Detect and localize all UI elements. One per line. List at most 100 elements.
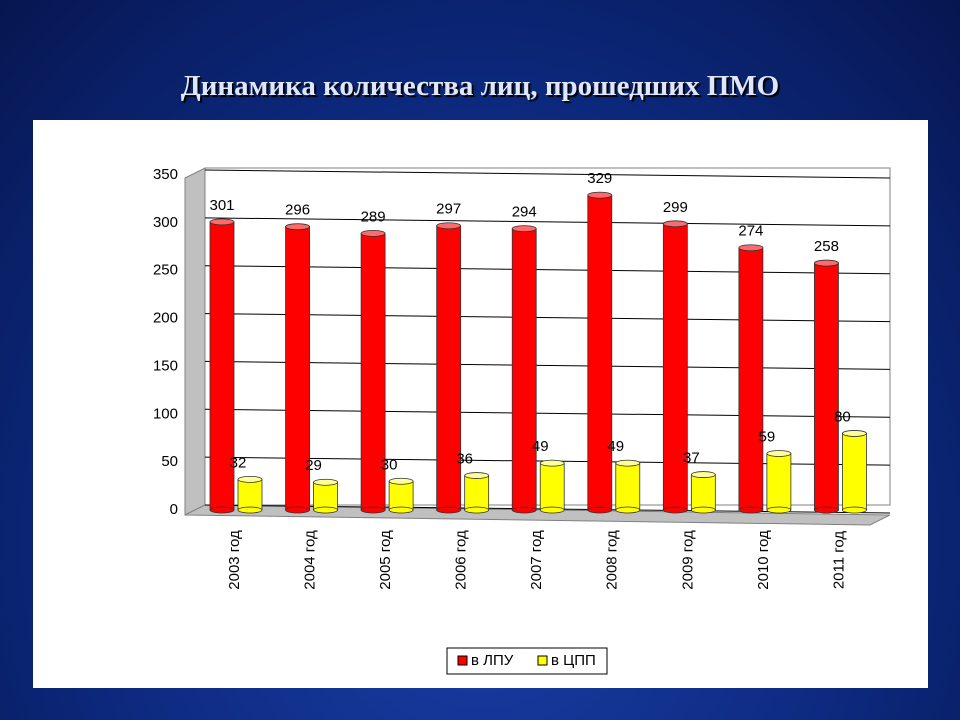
y-tick-label: 0 xyxy=(170,501,178,518)
bar-top xyxy=(539,459,565,467)
bar-bottom xyxy=(464,506,490,514)
data-label: 80 xyxy=(834,408,851,425)
x-tick-label: 2004 год xyxy=(302,530,319,590)
bar-top xyxy=(587,191,613,199)
bar-top xyxy=(360,229,386,237)
data-label: 29 xyxy=(305,457,322,474)
y-tick-label: 150 xyxy=(153,357,178,374)
bar xyxy=(738,247,764,511)
bar-bottom xyxy=(237,506,263,514)
legend-label: в ЦПП xyxy=(551,652,596,669)
bar-bottom xyxy=(209,506,235,514)
bar-bottom xyxy=(738,506,764,514)
bar-top xyxy=(209,218,235,226)
bar-bottom xyxy=(285,506,310,514)
bar xyxy=(237,478,263,511)
bar-bottom xyxy=(313,506,338,514)
grid-line xyxy=(204,313,891,323)
data-label: 297 xyxy=(436,201,461,218)
chart-title: Динамика количества лиц, прошедших ПМО xyxy=(180,70,780,102)
bar-bottom xyxy=(511,506,537,514)
bar xyxy=(360,232,386,511)
grid-line xyxy=(204,360,891,370)
bar xyxy=(539,462,565,511)
bar-bottom xyxy=(587,506,613,514)
bar-top xyxy=(842,430,867,437)
x-tick-label: 2005 год xyxy=(377,530,394,590)
legend-label: в ЛПУ xyxy=(471,652,514,669)
bar-top xyxy=(690,471,716,478)
side-wall xyxy=(184,167,206,516)
bar xyxy=(388,480,414,511)
bar xyxy=(662,223,688,511)
data-label: 30 xyxy=(381,456,398,473)
legend-swatch xyxy=(457,655,468,666)
bar-top xyxy=(285,223,310,231)
bar-bottom xyxy=(842,506,867,514)
y-tick-label: 250 xyxy=(153,262,178,279)
bar xyxy=(615,462,641,511)
bar-top xyxy=(464,472,490,479)
bar-bottom xyxy=(360,506,386,514)
y-tick-label: 350 xyxy=(153,166,178,183)
x-tick-label: 2009 год xyxy=(679,530,696,590)
y-tick-label: 200 xyxy=(153,310,178,327)
bar-top xyxy=(662,220,688,228)
legend-swatch xyxy=(537,655,548,666)
bar xyxy=(690,474,716,511)
bar-top xyxy=(436,222,462,230)
y-tick-label: 300 xyxy=(153,214,178,231)
data-label: 299 xyxy=(663,199,688,216)
bar xyxy=(436,225,462,511)
data-label: 329 xyxy=(587,170,612,187)
bar xyxy=(842,433,867,511)
bar-bottom xyxy=(539,506,565,514)
y-tick-label: 100 xyxy=(153,405,178,422)
bar-bottom xyxy=(615,506,641,514)
legend xyxy=(446,647,608,675)
bar-bottom xyxy=(690,506,716,514)
grid-line xyxy=(204,217,891,227)
x-tick-label: 2011 год xyxy=(830,531,847,590)
data-label: 32 xyxy=(230,454,247,471)
bar xyxy=(464,475,490,511)
bar xyxy=(814,262,839,511)
data-label: 296 xyxy=(285,202,310,219)
data-label: 36 xyxy=(456,451,473,468)
bar xyxy=(766,453,792,511)
bar-top xyxy=(738,244,764,252)
bar-top xyxy=(511,225,537,233)
data-label: 59 xyxy=(759,428,776,445)
data-label: 49 xyxy=(607,438,624,455)
data-label: 258 xyxy=(814,238,839,255)
data-label: 37 xyxy=(683,450,700,467)
bar xyxy=(587,194,613,511)
grid-line xyxy=(204,265,891,275)
data-label: 289 xyxy=(361,208,386,225)
bar xyxy=(511,228,537,511)
x-tick-label: 2006 год xyxy=(453,530,470,590)
bar xyxy=(285,226,310,511)
bar-top xyxy=(615,459,641,467)
x-tick-label: 2010 год xyxy=(755,530,772,590)
bar-bottom xyxy=(766,506,792,514)
bar-bottom xyxy=(814,506,839,514)
x-tick-label: 2007 год xyxy=(528,530,545,590)
bar-top xyxy=(766,450,792,457)
grid-line xyxy=(204,408,891,418)
y-tick-label: 50 xyxy=(161,453,178,470)
bar-top xyxy=(388,477,414,485)
data-label: 301 xyxy=(209,197,234,214)
data-label: 274 xyxy=(738,223,763,240)
bar-bottom xyxy=(662,506,688,514)
x-tick-label: 2008 год xyxy=(604,530,621,590)
data-label: 294 xyxy=(512,204,537,221)
bar-top xyxy=(814,259,839,267)
bar-bottom xyxy=(436,506,462,514)
x-tick-label: 2003 год xyxy=(226,530,243,590)
grid-line xyxy=(204,169,891,179)
bar xyxy=(313,481,338,511)
bar-top xyxy=(237,475,263,483)
